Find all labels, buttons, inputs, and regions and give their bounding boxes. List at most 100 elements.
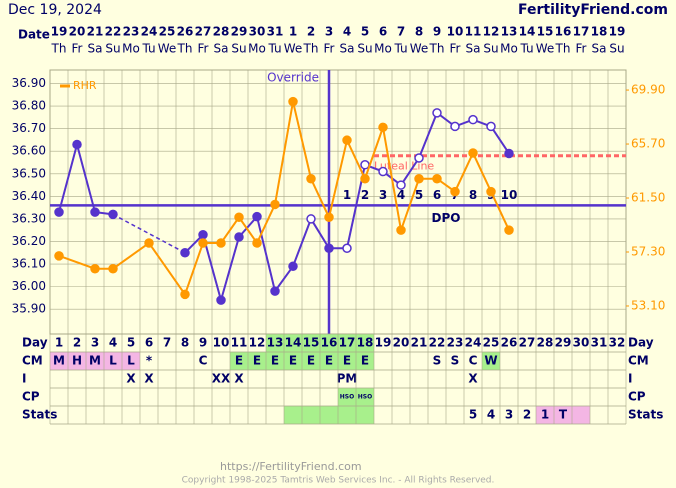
data-point <box>396 225 406 235</box>
date: 19 <box>609 25 626 39</box>
cell-text: 26 <box>501 336 518 350</box>
data-point <box>216 238 226 248</box>
date-label: Date <box>18 28 50 42</box>
date: 4 <box>343 25 351 39</box>
date: 7 <box>397 25 405 39</box>
weekday: Su <box>105 42 120 56</box>
y-tick-label: 36.20 <box>12 234 46 248</box>
series-line <box>58 140 114 216</box>
data-point <box>252 238 262 248</box>
cell-highlight <box>284 406 374 424</box>
date: 13 <box>501 25 518 39</box>
date: 22 <box>105 25 122 39</box>
footer-copyright: Copyright 1998-2025 Tamtris Web Services… <box>182 476 495 486</box>
cell-text: 2 <box>73 336 81 350</box>
cell-highlight <box>482 352 500 370</box>
date: 20 <box>69 25 86 39</box>
cell-highlight <box>536 406 590 424</box>
data-point <box>270 286 280 296</box>
weekday: Tu <box>519 42 533 56</box>
chart-date: Dec 19, 2024 <box>8 2 102 18</box>
row-label-right: Day <box>628 336 654 350</box>
weekday: Mo <box>122 42 140 56</box>
cell-text: L <box>109 354 117 368</box>
weekday: Su <box>483 42 498 56</box>
data-point <box>414 173 424 184</box>
data-point <box>378 166 388 177</box>
weekday: Th <box>429 42 445 56</box>
dpo-label: DPO <box>432 211 461 225</box>
data-point <box>198 229 208 240</box>
data-point <box>486 186 496 197</box>
weekday: We <box>284 42 303 56</box>
cell-text: 28 <box>537 336 554 350</box>
weekday: Fr <box>72 42 83 56</box>
data-point <box>342 243 352 254</box>
cell-text: 8 <box>181 336 189 350</box>
date: 23 <box>123 25 140 39</box>
cell-text: 17 <box>339 336 356 350</box>
cell-text: 11 <box>231 336 248 350</box>
cell-text: E <box>235 354 243 368</box>
data-point <box>90 263 100 274</box>
row-label: I <box>22 372 26 386</box>
y-tick-label: 36.60 <box>12 144 46 158</box>
data-point <box>432 173 442 184</box>
data-point <box>90 207 100 217</box>
y2-tick-label: 61.50 <box>631 191 665 205</box>
date: 19 <box>51 25 68 39</box>
cell-text: E <box>271 354 279 368</box>
row-label-right: CM <box>628 354 649 368</box>
weekday: Sa <box>214 42 229 56</box>
y-tick-label: 36.70 <box>12 121 46 135</box>
cell-text: E <box>343 354 351 368</box>
weekday: We <box>158 42 177 56</box>
cell-text: 4 <box>109 336 117 350</box>
date: 27 <box>195 25 212 39</box>
data-point <box>342 135 352 145</box>
cell-text: PM <box>337 372 358 386</box>
data-point <box>504 148 514 159</box>
site-name: FertilityFriend.com <box>518 2 668 18</box>
date: 15 <box>537 25 554 39</box>
weekday: Fr <box>198 42 209 56</box>
cell-text: E <box>325 354 333 368</box>
cell-text: 5 <box>127 336 135 350</box>
cell-text: 2 <box>523 408 531 422</box>
cell-text: 12 <box>249 336 266 350</box>
data-point <box>270 199 280 210</box>
data-point <box>198 238 208 248</box>
data-point <box>468 114 478 125</box>
data-point <box>432 108 442 118</box>
cell-text: E <box>289 354 297 368</box>
date: 3 <box>325 25 333 39</box>
data-point <box>306 173 316 184</box>
data-point <box>234 232 244 242</box>
data-point <box>54 251 64 261</box>
cell-text: 31 <box>591 336 608 350</box>
data-point <box>72 139 82 150</box>
row-label-right: CP <box>628 390 646 404</box>
cell-text: 6 <box>145 336 153 350</box>
date: 16 <box>555 25 572 39</box>
weekday: Su <box>357 42 372 56</box>
cell-text: 19 <box>375 336 392 350</box>
weekday: Su <box>609 42 624 56</box>
date: 10 <box>447 25 464 39</box>
y-tick-label: 36.50 <box>12 166 46 180</box>
weekday: Th <box>555 42 571 56</box>
date: 1 <box>289 25 297 39</box>
data-point <box>414 153 424 163</box>
cell-text: S <box>433 354 442 368</box>
cell-text: S <box>451 354 460 368</box>
weekday: Tu <box>393 42 407 56</box>
cell-text: C <box>469 354 478 368</box>
date: 28 <box>213 25 230 39</box>
data-point <box>324 243 334 254</box>
cell-text: E <box>253 354 261 368</box>
weekday: Fr <box>324 42 335 56</box>
cell-text: XX <box>212 372 231 386</box>
cell-text: HSO <box>358 394 372 401</box>
data-point <box>306 214 316 224</box>
